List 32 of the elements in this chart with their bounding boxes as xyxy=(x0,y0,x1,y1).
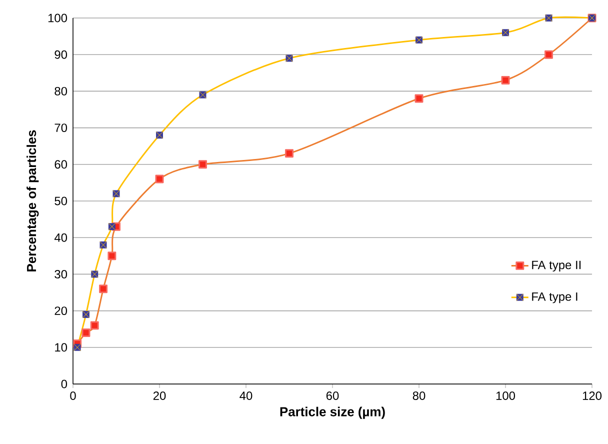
y-tick-label: 10 xyxy=(55,343,68,352)
y-tick-label: 0 xyxy=(61,380,68,388)
y-tick-label: 90 xyxy=(54,50,68,59)
x-tick-label: 120 xyxy=(582,392,602,400)
point xyxy=(108,252,116,260)
x-axis-title: Particle size (µm) xyxy=(280,406,385,419)
x-tick-label: 0 xyxy=(70,392,76,400)
x-tick-label: 40 xyxy=(240,392,252,400)
point xyxy=(285,149,294,158)
point xyxy=(99,284,108,294)
y-tick-label: 30 xyxy=(54,270,68,278)
y-tick-label: 100 xyxy=(48,14,68,22)
y-tick-label: 70 xyxy=(54,124,68,132)
y-tick-label: 80 xyxy=(54,86,68,96)
point xyxy=(155,174,164,184)
legend-label: FA type I xyxy=(532,292,578,304)
point xyxy=(82,328,90,337)
point xyxy=(501,76,510,84)
x-tick-label: 60 xyxy=(326,392,339,400)
point xyxy=(90,321,99,330)
point xyxy=(414,94,424,103)
point xyxy=(544,50,553,59)
y-tick-label: 20 xyxy=(54,306,68,316)
y-axis-title: Percentage of particles xyxy=(26,130,39,272)
x-tick-label: 80 xyxy=(412,392,426,400)
point xyxy=(198,160,207,169)
legend-label: FA type II xyxy=(532,260,581,272)
x-tick-label: 100 xyxy=(496,392,516,400)
x-tick-label: 20 xyxy=(153,392,166,400)
y-tick-label: 50 xyxy=(54,196,68,206)
y-tick-label: 60 xyxy=(54,160,68,169)
y-tick-label: 40 xyxy=(54,233,68,242)
